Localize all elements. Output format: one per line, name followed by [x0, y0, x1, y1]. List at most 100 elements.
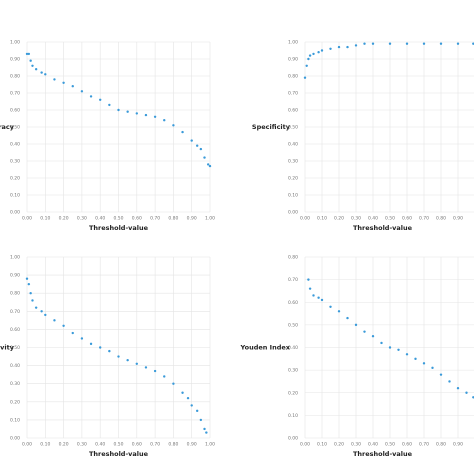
y-tick-label: 0.30 — [10, 381, 20, 387]
x-axis-title: Threshold-value — [89, 450, 149, 458]
x-tick-label: 0.30 — [77, 216, 87, 222]
y-tick-label: 0.10 — [10, 417, 20, 423]
y-tick-label: 0.20 — [288, 176, 298, 182]
data-point — [346, 316, 349, 320]
y-tick-label: 0.40 — [10, 142, 20, 148]
x-tick-label: 0.40 — [368, 442, 378, 448]
data-point — [108, 349, 111, 353]
data-point — [29, 59, 32, 62]
data-point — [126, 110, 129, 113]
data-point — [397, 348, 400, 351]
data-point — [44, 73, 47, 76]
data-point — [329, 305, 332, 308]
data-point — [422, 42, 426, 45]
y-tick-label: 0.90 — [10, 273, 20, 279]
x-tick-label: 0.30 — [351, 442, 361, 448]
y-tick-label: 0.70 — [10, 91, 20, 97]
y-axis-title: Sensitivity — [0, 344, 15, 352]
data-point — [305, 64, 308, 68]
y-tick-label: 0.30 — [288, 159, 298, 165]
data-point — [380, 341, 383, 345]
x-tick-label: 0.80 — [436, 442, 446, 448]
x-tick-label: 0.30 — [351, 216, 361, 222]
data-point — [439, 373, 443, 376]
data-point — [117, 108, 120, 112]
data-point — [465, 391, 468, 394]
data-point — [203, 156, 206, 159]
x-tick-label: 0.60 — [132, 442, 142, 448]
y-tick-label: 1.00 — [10, 40, 20, 46]
y-tick-label: 1.00 — [10, 255, 20, 261]
data-point — [53, 319, 56, 322]
y-tick-label: 0.20 — [10, 176, 20, 182]
y-tick-label: 0.20 — [10, 399, 20, 405]
x-tick-label: 0.60 — [132, 216, 142, 222]
data-point — [308, 54, 312, 57]
y-tick-label: 0.00 — [288, 436, 298, 442]
data-point — [363, 42, 366, 45]
data-point — [153, 115, 157, 119]
x-tick-label: 0.40 — [368, 216, 378, 222]
x-tick-label: 0.30 — [77, 442, 87, 448]
x-tick-label: 0.50 — [385, 442, 395, 448]
data-point — [71, 331, 74, 335]
y-tick-label: 0.10 — [288, 193, 298, 199]
x-tick-label: 0.70 — [419, 442, 429, 448]
data-point — [89, 342, 93, 346]
data-point — [53, 78, 56, 81]
x-tick-label: 0.00 — [22, 216, 32, 222]
data-point — [405, 353, 409, 356]
y-axis-title: Youden Index — [240, 344, 291, 352]
data-point — [371, 334, 375, 338]
x-tick-label: 0.10 — [40, 216, 50, 222]
data-point — [346, 45, 349, 49]
y-tick-label: 0.50 — [10, 125, 20, 131]
x-tick-label: 0.20 — [59, 442, 69, 448]
x-tick-label: 0.00 — [22, 442, 32, 448]
x-tick-label: 1.00 — [205, 216, 215, 222]
y-tick-label: 0.80 — [10, 291, 20, 297]
x-axis-title: Threshold-value — [89, 224, 149, 232]
data-point — [363, 330, 366, 333]
data-point — [62, 81, 65, 85]
data-point — [27, 282, 31, 286]
data-point — [308, 287, 312, 290]
data-point — [439, 42, 443, 45]
x-tick-label: 0.20 — [59, 216, 69, 222]
y-tick-label: 0.40 — [10, 363, 20, 369]
y-tick-label: 0.90 — [288, 57, 298, 63]
data-point — [80, 337, 84, 340]
x-tick-label: 0.50 — [385, 216, 395, 222]
x-tick-label: 0.50 — [113, 216, 123, 222]
y-tick-label: 0.00 — [10, 436, 20, 442]
data-point — [25, 52, 29, 56]
x-tick-label: 0.10 — [317, 442, 327, 448]
data-point — [307, 278, 310, 281]
x-tick-label: 0.80 — [168, 216, 178, 222]
y-tick-label: 0.50 — [288, 125, 298, 131]
y-tick-label: 0.00 — [288, 210, 298, 216]
data-point — [354, 44, 358, 47]
y-tick-label: 0.70 — [288, 277, 298, 283]
y-tick-label: 0.70 — [10, 309, 20, 315]
data-point — [117, 355, 120, 358]
y-tick-label: 0.40 — [288, 142, 298, 148]
x-tick-label: 0.70 — [150, 442, 160, 448]
x-axis-title: Threshold-value — [353, 224, 413, 232]
data-point — [31, 299, 34, 302]
x-tick-label: 0.60 — [402, 216, 412, 222]
x-tick-label: 1.00 — [205, 442, 215, 448]
data-point — [29, 292, 32, 295]
data-point — [456, 42, 460, 45]
data-point — [186, 396, 190, 400]
data-point — [320, 49, 324, 52]
data-point — [190, 139, 193, 142]
x-tick-label: 0.80 — [168, 442, 178, 448]
data-point — [172, 382, 175, 385]
x-tick-label: 0.40 — [95, 442, 105, 448]
data-point — [320, 298, 324, 302]
y-tick-label: 0.40 — [288, 345, 298, 351]
y-tick-label: 0.30 — [10, 159, 20, 165]
data-point — [199, 147, 203, 151]
data-point — [312, 52, 315, 56]
